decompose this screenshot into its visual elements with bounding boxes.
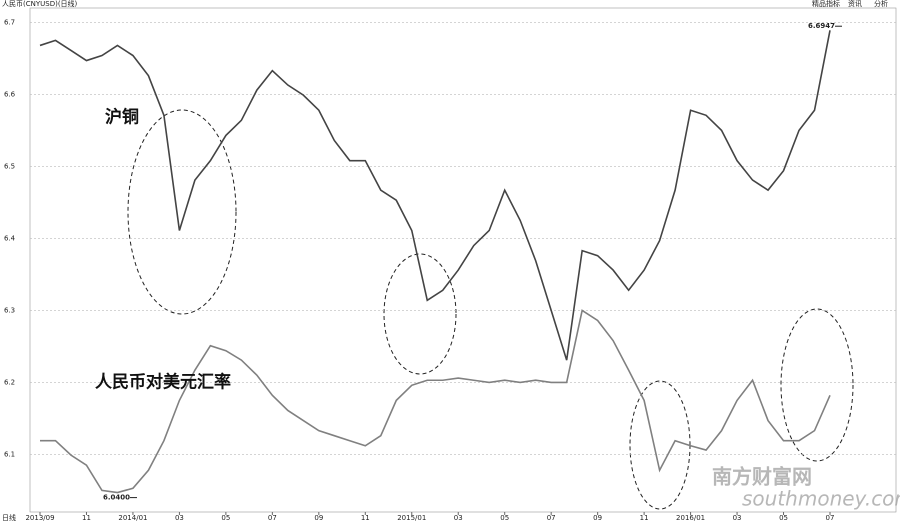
plot-frame xyxy=(29,7,897,513)
x-tick-label: 03 xyxy=(175,514,184,522)
x-tick-label: 11 xyxy=(82,514,91,522)
x-tick-label: 2015/01 xyxy=(397,514,426,522)
highlight-circle xyxy=(383,253,457,375)
period-label: 日线 xyxy=(2,513,16,522)
x-tick-label: 03 xyxy=(454,514,463,522)
x-tick-label: 2016/01 xyxy=(676,514,705,522)
x-tick-label: 05 xyxy=(779,514,788,522)
y-tick-label: 6.3 xyxy=(4,306,15,314)
watermark: southmoney.com xyxy=(742,487,900,511)
chart-title: 人民币(CNYUSD)(日线) xyxy=(2,0,78,8)
toolbar-button[interactable]: 分析 xyxy=(874,0,888,8)
toolbar-button[interactable]: 资讯 xyxy=(848,0,862,8)
x-tick-label: 11 xyxy=(361,514,370,522)
x-tick-label: 2014/01 xyxy=(118,514,147,522)
y-tick-label: 6.4 xyxy=(4,234,16,242)
x-tick-label: 05 xyxy=(500,514,509,522)
x-tick-label: 07 xyxy=(268,514,277,522)
y-tick-label: 6.2 xyxy=(4,378,15,386)
series-label: 人民币对美元汇率 xyxy=(95,372,231,393)
x-tick-label: 07 xyxy=(547,514,556,522)
annotation-label: 6.0400 xyxy=(103,494,130,502)
x-tick-label: 09 xyxy=(314,514,323,522)
series-line xyxy=(39,30,831,361)
y-tick-label: 6.6 xyxy=(4,90,16,98)
highlight-circle xyxy=(780,308,854,462)
y-tick-label: 6.7 xyxy=(4,18,15,26)
x-tick-label: 05 xyxy=(221,514,230,522)
x-tick-label: 11 xyxy=(640,514,649,522)
y-tick-label: 6.1 xyxy=(4,450,15,458)
x-tick-label: 03 xyxy=(733,514,742,522)
x-tick-label: 07 xyxy=(826,514,835,522)
x-tick-label: 09 xyxy=(593,514,602,522)
watermark: 南方财富网 xyxy=(712,465,812,489)
series-line xyxy=(40,309,831,494)
x-tick-label: 2013/09 xyxy=(25,514,54,522)
y-tick-label: 6.5 xyxy=(4,162,15,170)
series-label: 沪铜 xyxy=(105,107,139,128)
toolbar-button[interactable]: 精品指标 xyxy=(812,0,840,8)
highlight-circle xyxy=(127,109,237,315)
annotation-label: 6.6947 xyxy=(808,22,835,30)
